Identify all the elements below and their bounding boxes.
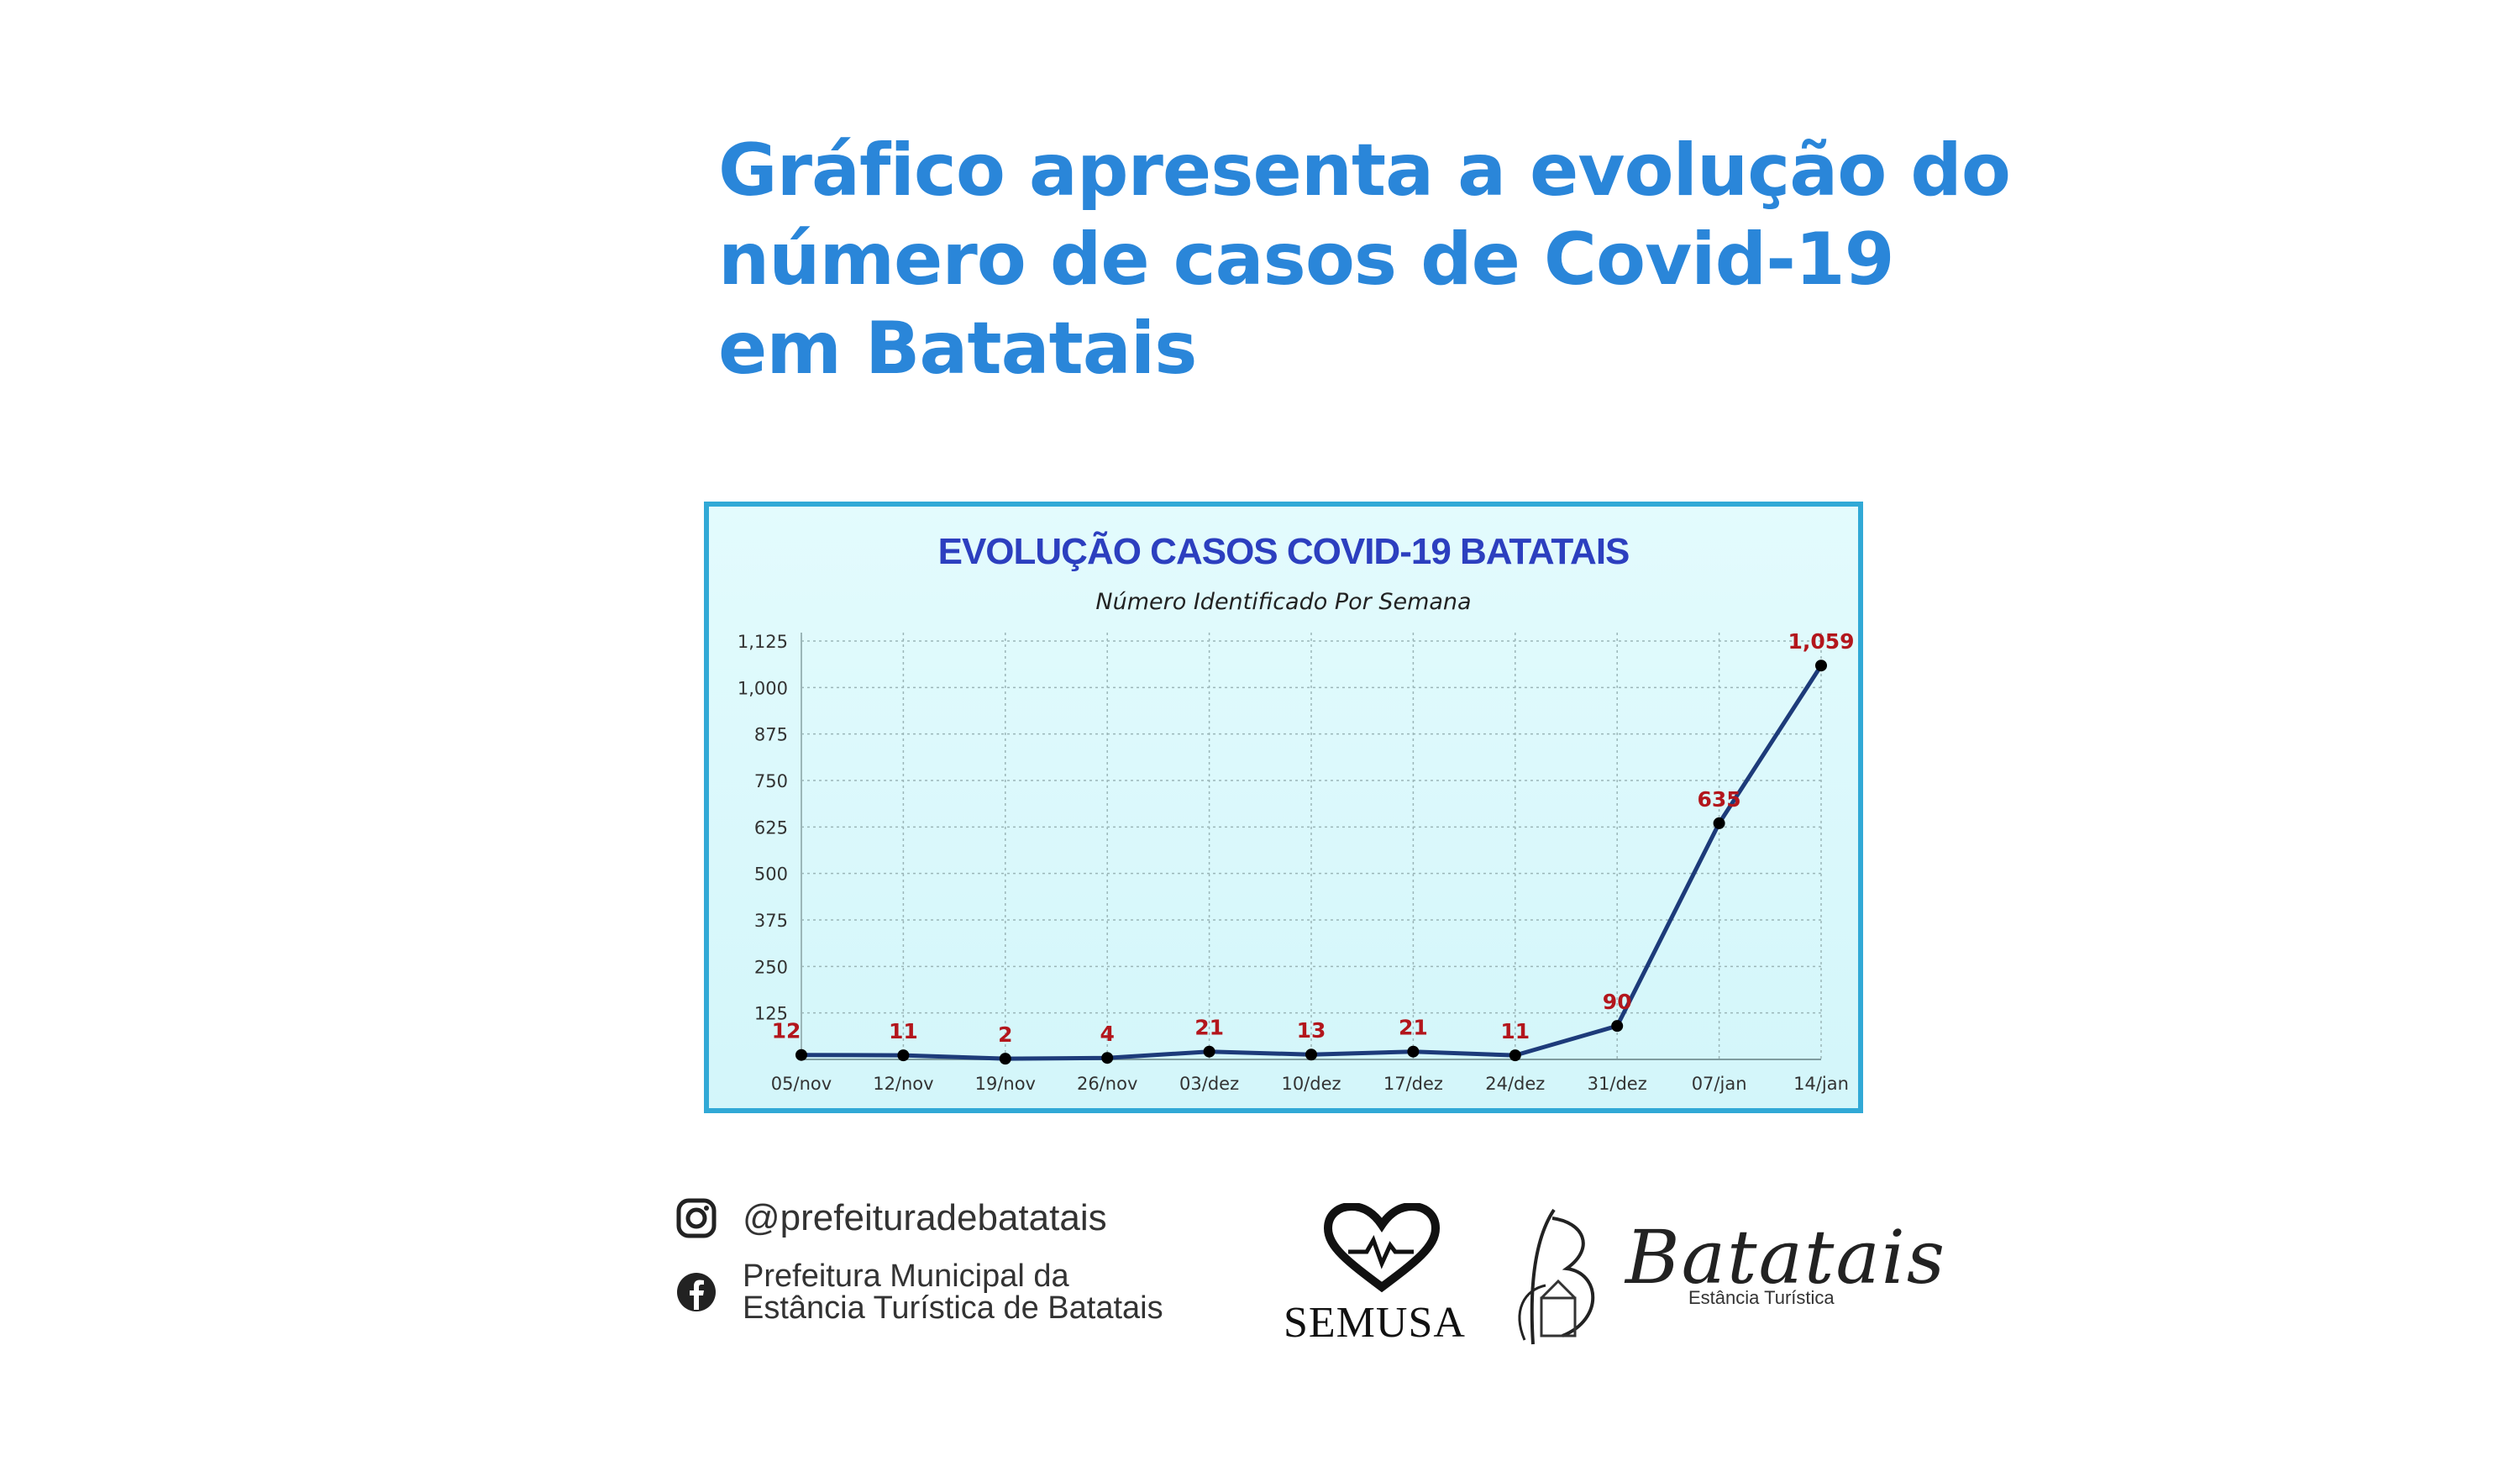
data-point [1713, 817, 1725, 829]
y-tick-label: 500 [754, 864, 788, 885]
headline: Gráfico apresenta a evolução do número d… [718, 126, 2011, 393]
x-tick-label: 26/nov [1077, 1074, 1137, 1094]
data-label: 4 [1100, 1022, 1114, 1046]
data-point [1611, 1020, 1624, 1033]
x-tick-label: 19/nov [975, 1074, 1036, 1094]
data-point [1101, 1052, 1114, 1064]
y-tick-label: 750 [754, 771, 788, 791]
data-label: 21 [1399, 1016, 1428, 1040]
data-point [1203, 1045, 1215, 1058]
data-label: 2 [998, 1022, 1012, 1047]
instagram-handle[interactable]: @prefeituradebatatais [743, 1197, 1107, 1238]
data-label: 11 [889, 1019, 918, 1043]
batatais-logo-subtitle: Estância Turística [1688, 1287, 1835, 1308]
y-tick-label: 250 [754, 957, 788, 977]
y-tick-label: 1,000 [738, 678, 788, 698]
y-tick-label: 375 [754, 911, 788, 931]
y-tick-label: 125 [754, 1004, 788, 1024]
facebook-line-2: Estância Turística de Batatais [743, 1290, 1163, 1326]
facebook-line-1: Prefeitura Municipal da [743, 1259, 1069, 1294]
x-tick-label: 14/jan [1793, 1074, 1849, 1094]
chart-subtitle: Número Identificado Por Semana [1095, 589, 1471, 615]
data-point [795, 1048, 807, 1061]
facebook-icon [677, 1273, 716, 1311]
headline-line-1: Gráfico apresenta a evolução do [718, 129, 2011, 213]
data-label: 11 [1500, 1019, 1530, 1043]
instagram-row[interactable]: @prefeituradebatatais [675, 1197, 1107, 1239]
x-tick-label: 05/nov [771, 1074, 832, 1094]
x-tick-label: 12/nov [873, 1074, 933, 1094]
data-point [1815, 660, 1827, 672]
x-tick-label: 24/dez [1485, 1074, 1545, 1094]
batatais-logo-script: Batatais [1625, 1214, 1947, 1301]
line-chart: EVOLUÇÃO CASOS COVID-19 BATATAIS Número I… [738, 530, 1855, 1094]
x-tick-label: 07/jan [1692, 1074, 1747, 1094]
data-point [1407, 1045, 1420, 1058]
data-point [897, 1049, 910, 1062]
facebook-row[interactable]: Prefeitura Municipal da Estância Turísti… [675, 1260, 1163, 1324]
chart-title: EVOLUÇÃO CASOS COVID-19 BATATAIS [938, 530, 1630, 572]
y-tick-label: 625 [754, 817, 788, 838]
data-point [1305, 1048, 1317, 1061]
facebook-page-name[interactable]: Prefeitura Municipal da Estância Turísti… [743, 1260, 1163, 1324]
x-tick-label: 10/dez [1281, 1074, 1341, 1094]
data-label: 21 [1194, 1016, 1224, 1040]
data-label: 1,059 [1788, 629, 1854, 654]
chart-container: EVOLUÇÃO CASOS COVID-19 BATATAIS Número I… [704, 502, 1863, 1113]
y-tick-label: 875 [754, 725, 788, 745]
data-label: 12 [772, 1019, 801, 1043]
instagram-icon [676, 1198, 717, 1238]
data-label: 90 [1603, 990, 1632, 1014]
headline-line-3: em Batatais [718, 307, 1197, 391]
y-tick-label: 1,125 [738, 632, 788, 652]
x-tick-label: 17/dez [1383, 1074, 1443, 1094]
data-point [1509, 1049, 1521, 1062]
headline-line-2: número de casos de Covid-19 [718, 218, 1895, 302]
data-point [999, 1053, 1011, 1065]
data-label: 13 [1297, 1018, 1326, 1043]
semusa-heart-logo [1323, 1203, 1441, 1293]
x-tick-label: 03/dez [1179, 1074, 1239, 1094]
batatais-church-logo [1518, 1208, 1595, 1345]
x-tick-label: 31/dez [1588, 1074, 1647, 1094]
data-label: 635 [1698, 787, 1741, 812]
semusa-logo-text: SEMUSA [1284, 1299, 1466, 1347]
